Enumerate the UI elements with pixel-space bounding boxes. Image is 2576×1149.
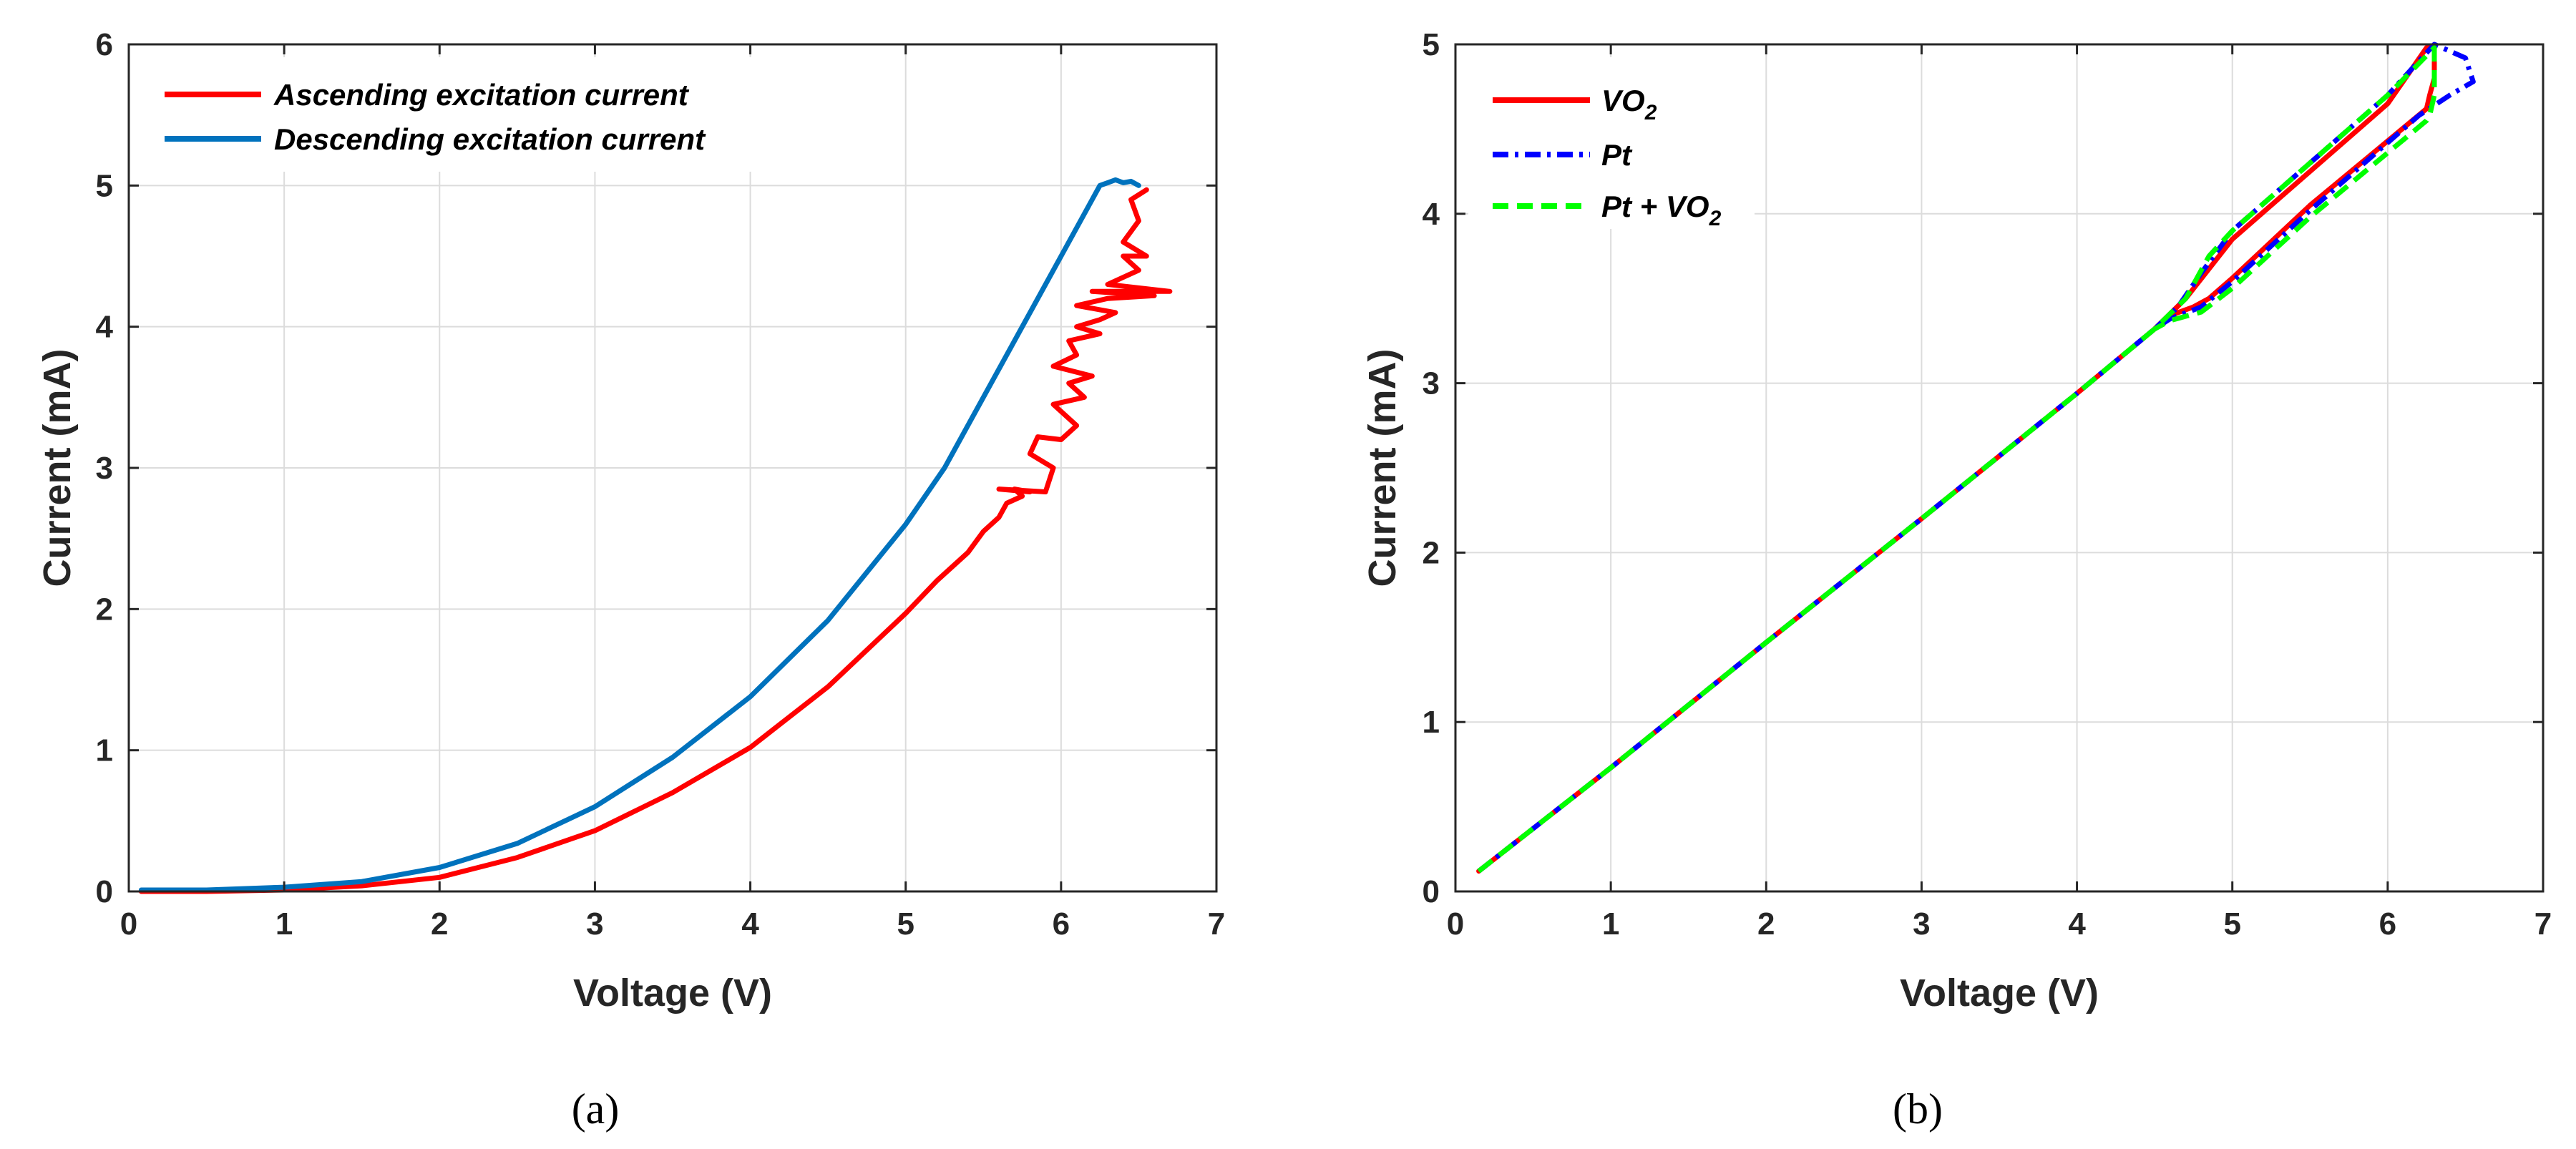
- x-tick-label: 4: [741, 906, 759, 942]
- x-tick-label: 1: [275, 906, 293, 942]
- legend-label-descending: Descending excitation current: [274, 122, 706, 156]
- y-tick-label: 1: [96, 733, 113, 768]
- y-tick-label: 4: [1423, 197, 1440, 232]
- x-axis-label-b: Voltage (V): [1900, 972, 2099, 1014]
- x-tick-label: 7: [1208, 906, 1225, 942]
- legend-label-pt-vo2: Pt + VO2: [1601, 190, 1722, 230]
- y-tick-label: 0: [1423, 874, 1440, 909]
- legend-label-vo2: VO2: [1601, 84, 1657, 124]
- x-tick-label: 0: [120, 906, 137, 942]
- plot-frame-b: [1454, 43, 2545, 893]
- series-group-b: [1476, 41, 2476, 874]
- legend-box-b: [1468, 57, 1755, 229]
- x-tick-label: 5: [2223, 906, 2240, 942]
- y-tick-label: 3: [1423, 366, 1440, 401]
- x-tick-label: 1: [1602, 906, 1619, 942]
- grid-a: [128, 44, 1217, 892]
- x-tick-label: 6: [1053, 906, 1070, 942]
- series-line-b-2: [1477, 45, 2437, 874]
- x-tick-label: 3: [1913, 906, 1930, 942]
- series-line-a-1: [138, 177, 1141, 893]
- x-axis-label-a: Voltage (V): [573, 972, 772, 1014]
- y-tick-label: 0: [96, 874, 113, 909]
- y-tick-label: 3: [96, 451, 113, 486]
- series-line-a-0: [138, 187, 1173, 894]
- x-tick-label: 6: [2379, 906, 2396, 942]
- x-ticks-a: 0 1 2 3 4 5 6 7: [120, 44, 1225, 942]
- legend-label-ascending: Ascending excitation current: [273, 78, 690, 112]
- y-ticks-a: 0 1 2 3 4 5 6: [96, 27, 1216, 909]
- y-tick-label: 6: [96, 27, 113, 62]
- series-group-a: [138, 177, 1173, 894]
- y-tick-label: 5: [1423, 27, 1440, 62]
- y-axis-label-a: Current (mA): [36, 349, 79, 587]
- legend-label-pt: Pt: [1601, 138, 1633, 172]
- x-tick-label: 7: [2534, 906, 2552, 942]
- chart-panel-a: 0 1 2 3 4 5 6 7 0 1 2 3 4 5 6 Voltage (V) Current (mA…: [36, 27, 1225, 1133]
- x-tick-label: 4: [2068, 906, 2086, 942]
- y-tick-label: 2: [1423, 535, 1440, 570]
- x-tick-label: 2: [1757, 906, 1775, 942]
- y-tick-label: 4: [96, 310, 114, 345]
- y-tick-label: 5: [96, 168, 113, 203]
- y-ticks-b: 0 1 2 3 4 5: [1423, 27, 2543, 909]
- y-axis-label-b: Current (mA): [1361, 349, 1404, 587]
- legend-a: Ascending excitation current Descending …: [142, 57, 771, 172]
- x-tick-label: 3: [586, 906, 603, 942]
- x-tick-label: 2: [431, 906, 448, 942]
- legend-box-a: [142, 57, 771, 172]
- y-tick-label: 2: [96, 592, 113, 627]
- x-ticks-b: 0 1 2 3 4 5 6 7: [1447, 44, 2552, 942]
- caption-b: (b): [1893, 1085, 1943, 1133]
- x-tick-label: 5: [897, 906, 914, 942]
- y-tick-label: 1: [1423, 705, 1440, 740]
- legend-b: VO2 Pt Pt + VO2: [1468, 57, 1755, 230]
- caption-a: (a): [572, 1085, 620, 1133]
- chart-panel-b: 0 1 2 3 4 5 6 7 0 1 2 3 4 5 Voltage (V) Current (mA)…: [1361, 27, 2552, 1133]
- x-tick-label: 0: [1447, 906, 1464, 942]
